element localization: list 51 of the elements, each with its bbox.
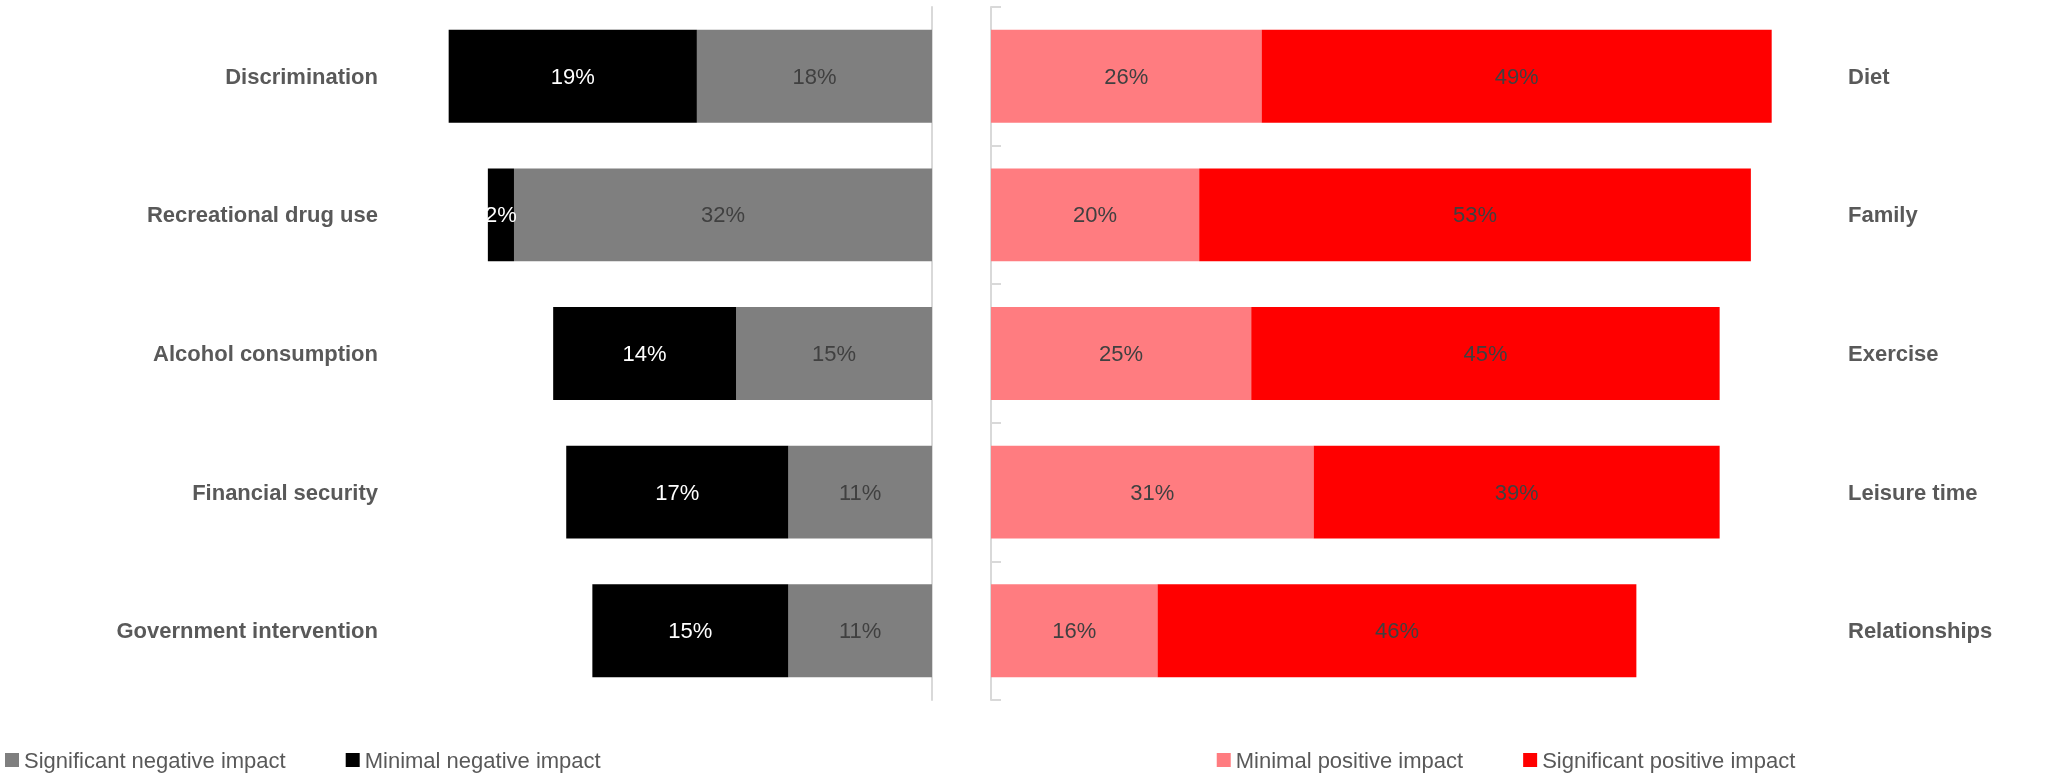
data-label: 49%: [1494, 63, 1539, 89]
legend-label: Minimal negative impact: [364, 747, 601, 773]
bar: [448, 29, 697, 123]
data-label: 53%: [1453, 202, 1498, 228]
legend-label: Significant negative impact: [24, 747, 286, 773]
y-tick-label: Discrimination: [225, 63, 378, 89]
bar: [1199, 168, 1751, 262]
data-label: 11%: [838, 618, 882, 644]
legend-label: Significant positive impact: [1542, 747, 1796, 773]
y-tick-label: Exercise: [1848, 341, 1939, 366]
data-label: 32%: [700, 202, 746, 228]
bar: [991, 584, 1158, 678]
data-label: 26%: [1104, 63, 1149, 89]
data-label: 17%: [655, 479, 700, 505]
bar: [788, 445, 932, 539]
bar: [991, 168, 1200, 262]
y-tick-label: Diet: [1848, 63, 1891, 89]
y-tick-label: Financial security: [192, 479, 379, 505]
y-tick-label: Leisure time: [1848, 479, 1978, 505]
y-tick-label: Government intervention: [116, 618, 378, 644]
data-label: 11%: [838, 479, 882, 505]
data-label: 46%: [1374, 618, 1419, 644]
bar: [553, 307, 737, 400]
data-label: 14%: [622, 341, 667, 366]
bar: [736, 307, 932, 400]
bar: [1261, 29, 1772, 123]
data-label: 19%: [550, 63, 595, 89]
y-tick-label: Recreational drug use: [146, 202, 378, 228]
bar: [566, 445, 789, 539]
data-label: 20%: [1073, 202, 1118, 228]
y-tick-label: Relationships: [1848, 618, 1993, 644]
bar: [788, 584, 932, 678]
data-label: 15%: [668, 618, 713, 644]
data-label: 31%: [1130, 479, 1175, 505]
data-label: 45%: [1463, 341, 1508, 366]
bar: [991, 307, 1252, 400]
data-label: 25%: [1099, 341, 1144, 366]
data-label: 16%: [1052, 618, 1097, 644]
y-tick-label: Alcohol consumption: [153, 341, 378, 366]
bar: [991, 445, 1314, 539]
legend-label: Minimal positive impact: [1235, 747, 1464, 773]
bar: [592, 584, 789, 678]
bar: [991, 29, 1262, 123]
y-tick-label: Family: [1848, 202, 1919, 228]
bar: [1251, 307, 1720, 400]
bar: [696, 29, 932, 123]
data-label: 39%: [1494, 479, 1539, 505]
data-label: 15%: [812, 341, 857, 366]
data-label: 18%: [792, 63, 837, 89]
bar: [1313, 445, 1720, 539]
bar: [1157, 584, 1637, 678]
